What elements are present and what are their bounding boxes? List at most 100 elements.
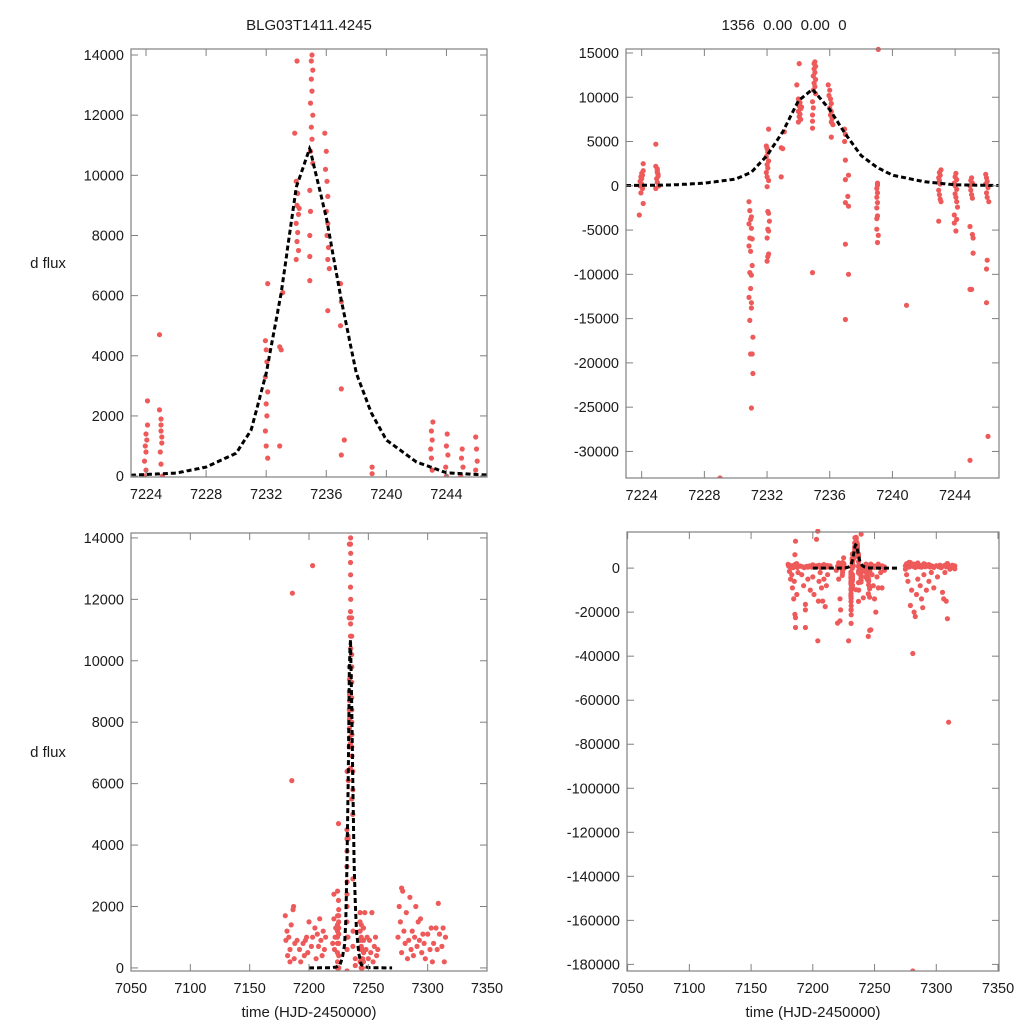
data-point bbox=[764, 258, 770, 264]
data-point bbox=[827, 87, 833, 93]
data-point bbox=[370, 959, 376, 965]
data-point bbox=[444, 431, 450, 437]
data-point bbox=[372, 934, 379, 940]
data-point bbox=[810, 574, 816, 580]
x-tick-label: 7200 bbox=[293, 981, 325, 997]
data-point bbox=[336, 940, 342, 947]
data-point bbox=[653, 185, 659, 192]
data-point bbox=[856, 587, 862, 593]
y-tick-label: 10000 bbox=[84, 168, 124, 184]
y-tick-label: -10000 bbox=[574, 267, 619, 283]
data-point bbox=[321, 946, 327, 953]
data-point bbox=[842, 316, 849, 323]
data-point bbox=[874, 200, 881, 206]
data-point bbox=[344, 946, 350, 953]
data-point bbox=[348, 572, 354, 578]
data-point bbox=[969, 286, 975, 292]
data-point bbox=[428, 455, 434, 461]
data-point bbox=[860, 595, 866, 601]
x-tick-label: 7224 bbox=[130, 487, 162, 503]
data-point bbox=[307, 278, 313, 284]
y-tick-label: -40000 bbox=[575, 649, 620, 665]
data-point bbox=[142, 443, 148, 449]
data-point bbox=[911, 609, 917, 615]
data-point bbox=[766, 126, 772, 132]
data-point bbox=[746, 199, 752, 205]
data-point bbox=[473, 446, 480, 452]
data-point bbox=[969, 195, 976, 201]
data-point bbox=[399, 950, 405, 956]
data-point bbox=[333, 925, 339, 931]
data-point bbox=[158, 416, 164, 422]
data-point bbox=[874, 190, 881, 196]
data-point bbox=[822, 604, 828, 610]
data-point bbox=[909, 587, 915, 593]
data-point bbox=[796, 61, 802, 67]
data-point bbox=[410, 953, 416, 959]
x-tick-label: 7300 bbox=[412, 981, 444, 997]
data-point bbox=[848, 607, 854, 613]
data-point bbox=[748, 272, 755, 278]
data-point bbox=[366, 937, 373, 943]
data-point bbox=[368, 950, 374, 956]
data-point bbox=[938, 199, 944, 205]
data-point bbox=[801, 583, 807, 589]
y-tick-label: 12000 bbox=[84, 592, 124, 608]
data-point bbox=[849, 584, 855, 590]
data-point bbox=[369, 910, 375, 916]
x-tick-label: 7200 bbox=[797, 981, 829, 997]
data-point bbox=[317, 916, 323, 922]
panels: 7224 7228 7232 7236 7240 7244 0 2000 4000 6000 800… bbox=[30, 46, 1014, 1021]
data-point bbox=[845, 203, 852, 209]
data-point bbox=[841, 555, 847, 561]
data-point bbox=[350, 928, 356, 934]
data-point bbox=[369, 464, 375, 470]
x-axis-label: time (HJD-2450000) bbox=[241, 1004, 376, 1021]
x-tick-label: 7150 bbox=[735, 981, 767, 997]
x-tick-label: 7250 bbox=[858, 981, 890, 997]
y-tick-label: 14000 bbox=[84, 48, 124, 64]
data-point bbox=[433, 925, 439, 931]
y-tick-label: 8000 bbox=[92, 715, 124, 731]
data-point bbox=[848, 620, 854, 627]
data-point bbox=[419, 950, 425, 956]
data-point bbox=[809, 125, 816, 131]
data-point bbox=[717, 475, 723, 478]
y-tick-label: -80000 bbox=[575, 737, 620, 753]
data-point bbox=[287, 959, 293, 965]
x-tick-label: 7250 bbox=[352, 981, 384, 997]
panel-bottom-right-full: 7050 7100 7150 7200 7250 7300 7350 0 -20000 -4000… bbox=[567, 529, 1014, 1021]
data-point bbox=[954, 186, 960, 192]
data-point bbox=[936, 187, 942, 193]
data-point bbox=[403, 910, 409, 916]
data-point bbox=[746, 221, 752, 227]
model-fit-curve bbox=[309, 639, 393, 970]
data-point bbox=[640, 200, 646, 207]
data-point bbox=[336, 931, 342, 937]
data-point bbox=[325, 193, 331, 199]
data-point bbox=[312, 925, 318, 931]
data-point bbox=[842, 157, 849, 163]
data-point bbox=[951, 220, 957, 226]
data-point bbox=[913, 591, 920, 598]
data-point bbox=[396, 903, 402, 910]
data-point bbox=[846, 638, 852, 644]
data-point bbox=[984, 194, 990, 200]
data-point bbox=[836, 576, 842, 582]
data-point bbox=[397, 919, 403, 925]
data-point bbox=[445, 452, 451, 458]
data-point bbox=[748, 216, 754, 222]
data-point bbox=[310, 67, 316, 73]
data-point bbox=[288, 922, 294, 928]
data-point bbox=[809, 112, 816, 118]
data-point bbox=[983, 266, 990, 272]
data-point bbox=[985, 433, 991, 439]
data-point bbox=[792, 538, 799, 544]
data-point bbox=[830, 122, 836, 128]
panel-bottom-left-full: 7050 7100 7150 7200 7250 7300 7350 0 2000 4000 600… bbox=[30, 531, 503, 1021]
data-point bbox=[798, 104, 805, 110]
data-point bbox=[336, 953, 342, 959]
data-point bbox=[848, 599, 854, 605]
data-point bbox=[305, 950, 311, 956]
